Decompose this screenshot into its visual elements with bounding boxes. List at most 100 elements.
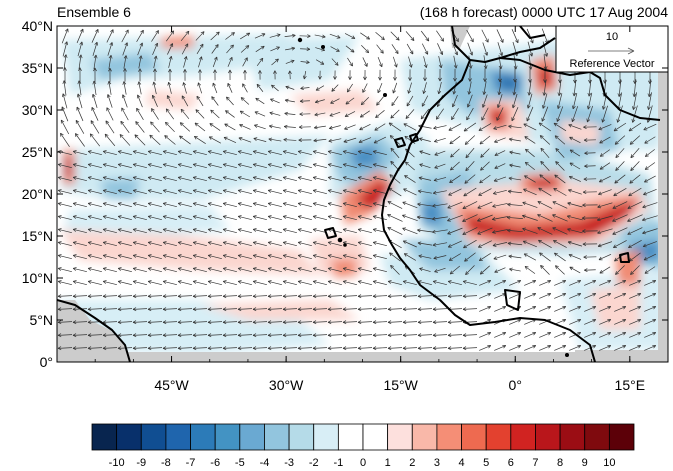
lat-tick-label: 5°N xyxy=(30,312,54,328)
wind-vector xyxy=(402,294,418,299)
wind-vector xyxy=(192,280,207,286)
wind-vector xyxy=(391,96,399,106)
wind-vector xyxy=(177,215,192,221)
wind-vector xyxy=(242,83,248,93)
wind-vector xyxy=(344,124,356,130)
wind-vector xyxy=(192,254,207,260)
wind-vector xyxy=(237,150,252,156)
wind-vector xyxy=(360,32,371,40)
anomaly-field xyxy=(60,34,665,355)
wind-vector xyxy=(599,149,610,157)
wind-vector xyxy=(207,333,223,338)
wind-vector xyxy=(644,318,657,325)
wind-vector xyxy=(72,333,88,338)
wind-vector xyxy=(312,333,328,338)
wind-vector xyxy=(106,107,114,121)
wind-vector xyxy=(554,174,566,184)
colorbar-label: -7 xyxy=(186,457,196,469)
wind-vector xyxy=(342,307,358,312)
wind-vector xyxy=(267,267,282,273)
wind-vector xyxy=(237,320,253,325)
colorbar-label: 4 xyxy=(458,457,464,469)
wind-vector xyxy=(207,307,223,312)
wind-vector xyxy=(629,318,642,325)
wind-vector xyxy=(312,163,327,169)
map-axes: 40°N 35°N 30°N 25°N 20°N 15°N 10°N 5°N 0° 45°W 30°… xyxy=(22,18,668,393)
wind-vector xyxy=(584,292,597,299)
wind-vector xyxy=(252,307,268,312)
wind-vector xyxy=(642,202,658,209)
wind-vector xyxy=(284,98,295,103)
wind-vector xyxy=(177,228,192,234)
wind-vector xyxy=(509,279,522,286)
wind-vector xyxy=(192,150,207,156)
wind-vector xyxy=(357,150,372,156)
wind-vector xyxy=(212,56,218,68)
wind-vector xyxy=(282,241,297,247)
wind-vector xyxy=(614,344,627,351)
wind-vector xyxy=(423,56,428,68)
colorbar-label: -5 xyxy=(235,457,245,469)
wind-vector xyxy=(57,241,72,247)
wind-vector xyxy=(492,203,508,208)
wind-vector xyxy=(207,215,222,221)
wind-vector xyxy=(57,228,72,234)
wind-vector xyxy=(479,344,492,351)
wind-vector xyxy=(584,279,597,286)
wind-vector xyxy=(541,106,549,122)
wind-vector xyxy=(447,227,463,235)
wind-vector xyxy=(242,57,248,67)
reference-vector-label: Reference Vector xyxy=(570,58,655,70)
wind-vector xyxy=(525,148,535,158)
wind-vector xyxy=(481,94,488,108)
wind-vector xyxy=(237,215,252,221)
wind-vector xyxy=(137,81,142,95)
wind-vector xyxy=(555,148,565,158)
wind-vector xyxy=(302,70,307,80)
wind-vector xyxy=(452,42,459,56)
wind-vector xyxy=(522,214,538,221)
wind-vector xyxy=(74,133,85,147)
colorbar-swatch xyxy=(461,423,487,451)
wind-vector xyxy=(582,203,598,207)
wind-vector xyxy=(496,94,503,108)
wind-vector xyxy=(222,163,237,169)
wind-vector xyxy=(571,92,578,110)
wind-vector xyxy=(554,344,567,351)
wind-vector xyxy=(192,320,208,325)
wind-vector xyxy=(222,333,238,338)
wind-vector xyxy=(526,28,534,44)
wind-vector xyxy=(254,124,266,130)
wind-vector xyxy=(477,240,492,248)
wind-vector xyxy=(387,320,403,325)
wind-vector xyxy=(57,294,73,299)
wind-vector xyxy=(511,107,519,122)
wind-vector xyxy=(465,147,475,159)
wind-vector xyxy=(123,68,127,82)
wind-vector xyxy=(87,267,102,273)
wind-vector xyxy=(147,163,162,169)
wind-vector xyxy=(237,254,252,260)
wind-vector xyxy=(539,292,552,299)
wind-vector xyxy=(117,320,133,325)
wind-vector xyxy=(539,344,552,351)
wind-vector xyxy=(342,333,358,338)
wind-vector xyxy=(447,240,462,248)
wind-vector xyxy=(252,346,268,351)
wind-vector xyxy=(222,228,237,234)
wind-vector xyxy=(598,124,612,131)
colorbar-swatch xyxy=(510,423,536,451)
wind-vector xyxy=(87,150,102,156)
colorbar-swatch xyxy=(337,423,364,451)
lat-tick-label: 25°N xyxy=(22,144,53,160)
wind-vector xyxy=(123,55,128,69)
lon-tick-label: 15°W xyxy=(383,377,418,393)
wind-vector xyxy=(599,266,611,274)
wind-vector xyxy=(106,94,113,108)
lat-tick-label: 35°N xyxy=(22,60,53,76)
wind-vector xyxy=(479,265,490,275)
colorbar-label: 3 xyxy=(434,457,440,469)
wind-vector xyxy=(524,279,537,286)
wind-vector xyxy=(432,190,447,195)
